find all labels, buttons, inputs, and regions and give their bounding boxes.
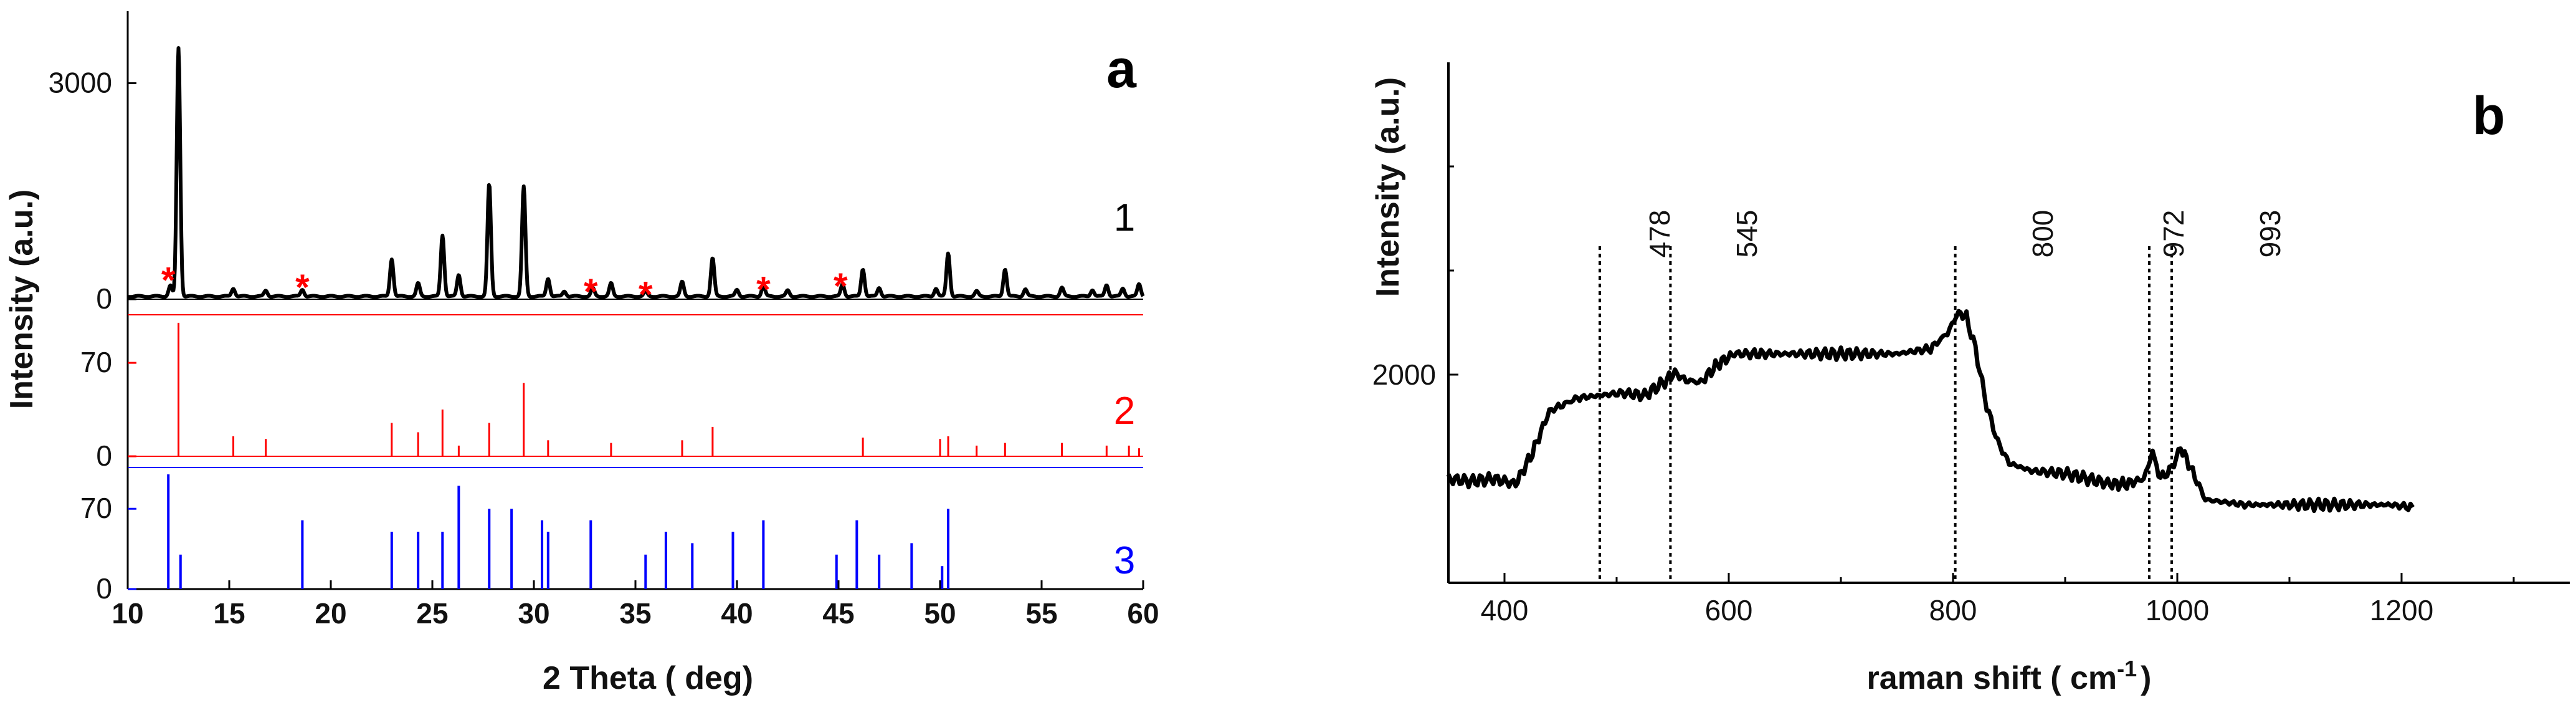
panel-a-x-tick-label: 40 <box>721 597 753 630</box>
panel-b-y-tick-label: 2000 <box>1372 358 1436 391</box>
panel-b-x-tick-label: 1200 <box>2370 594 2433 626</box>
panel-a-frame <box>126 11 1143 590</box>
panel-a-x-tick-label: 50 <box>924 597 956 630</box>
panel-a-x-tick-label: 10 <box>112 597 143 630</box>
panel-a-impurity-asterisk: * <box>639 275 653 315</box>
panel-a-x-tick-label: 60 <box>1127 597 1159 630</box>
panel-a-x-tick-label: 30 <box>518 597 549 630</box>
panel-a-impurity-asterisk: * <box>584 272 598 312</box>
panel-a-x-tick-label: 15 <box>213 597 245 630</box>
panel-a-x-tick-label: 20 <box>315 597 346 630</box>
panel-b-x-axis-title: raman shift ( cm-1) <box>1867 656 2152 696</box>
panel-b-y-axis-title: Intensity (a.u.) <box>1370 77 1406 297</box>
panel-b-x-tick-label: 800 <box>1929 594 1977 626</box>
panel-b-peak-label: 800 <box>2027 210 2059 258</box>
panel-b-ticks: 400 600 800 1000 1200 2000 <box>1372 165 2515 626</box>
panel-b: 478 545 800 972 993 400 600 800 1000 1200 2000 ra… <box>1370 62 2570 696</box>
panel-a-series-1-line <box>126 46 1145 299</box>
panel-b-letter: b <box>2473 86 2506 146</box>
panel-a-y-axis-title: Intensity (a.u.) <box>4 189 40 409</box>
panel-a-x-tick-label: 45 <box>822 597 854 630</box>
panel-a: * * * * * * 1 2 3 10 15 20 25 30 35 40 45 50 55 60 0 3000 0 70… <box>4 11 1159 696</box>
panel-a-marks: * * * * * * 1 2 3 <box>126 46 1145 589</box>
panel-a-impurity-asterisk: * <box>295 267 310 308</box>
panel-a-series-2-number: 2 <box>1114 390 1135 433</box>
panel-b-x-axis-title-main: raman shift ( cm <box>1867 660 2117 696</box>
panel-a-ticks: 10 15 20 25 30 35 40 45 50 55 60 0 3000 0 70 0 70 <box>49 67 1159 630</box>
panel-a-strip-3-y-tick-label: 70 <box>80 492 112 524</box>
panel-b-x-tick-label: 1000 <box>2146 594 2209 626</box>
panel-a-series-1-number: 1 <box>1114 196 1135 239</box>
panel-a-impurity-asterisk: * <box>161 261 176 301</box>
panel-b-frame <box>1447 62 2570 584</box>
panel-a-impurity-asterisk: * <box>834 266 848 307</box>
panel-b-peak-label: 545 <box>1731 210 1763 258</box>
panel-b-x-axis-title-superscript: -1 <box>2117 656 2137 681</box>
panel-a-impurity-asterisk: * <box>756 270 771 310</box>
panel-b-series-line <box>1446 309 2415 513</box>
panel-a-x-axis-title: 2 Theta ( deg) <box>543 660 753 696</box>
panel-b-peak-label: 972 <box>2157 210 2190 258</box>
panel-b-x-tick-label: 600 <box>1705 594 1753 626</box>
panel-b-marks: 478 545 800 972 993 <box>1446 210 2415 583</box>
panel-b-peak-label: 993 <box>2254 210 2286 258</box>
panel-a-letter: a <box>1106 39 1137 99</box>
panel-a-series-3-number: 3 <box>1114 539 1135 582</box>
panel-b-x-axis-title-suffix: ) <box>2141 660 2151 696</box>
panel-b-x-tick-label: 400 <box>1481 594 1529 626</box>
panel-a-x-tick-label: 25 <box>416 597 448 630</box>
panel-a-strip-1-y-tick-label: 3000 <box>49 67 112 99</box>
panel-b-peak-label: 478 <box>1643 210 1676 258</box>
panel-a-strip-1-y-tick-label: 0 <box>96 282 112 315</box>
panel-a-x-tick-label: 55 <box>1025 597 1057 630</box>
panel-a-strip-2-y-tick-label: 70 <box>80 346 112 378</box>
panel-a-strip-2-y-tick-label: 0 <box>96 439 112 472</box>
panel-a-strip-3-y-tick-label: 0 <box>96 572 112 605</box>
panel-a-x-tick-label: 35 <box>619 597 651 630</box>
